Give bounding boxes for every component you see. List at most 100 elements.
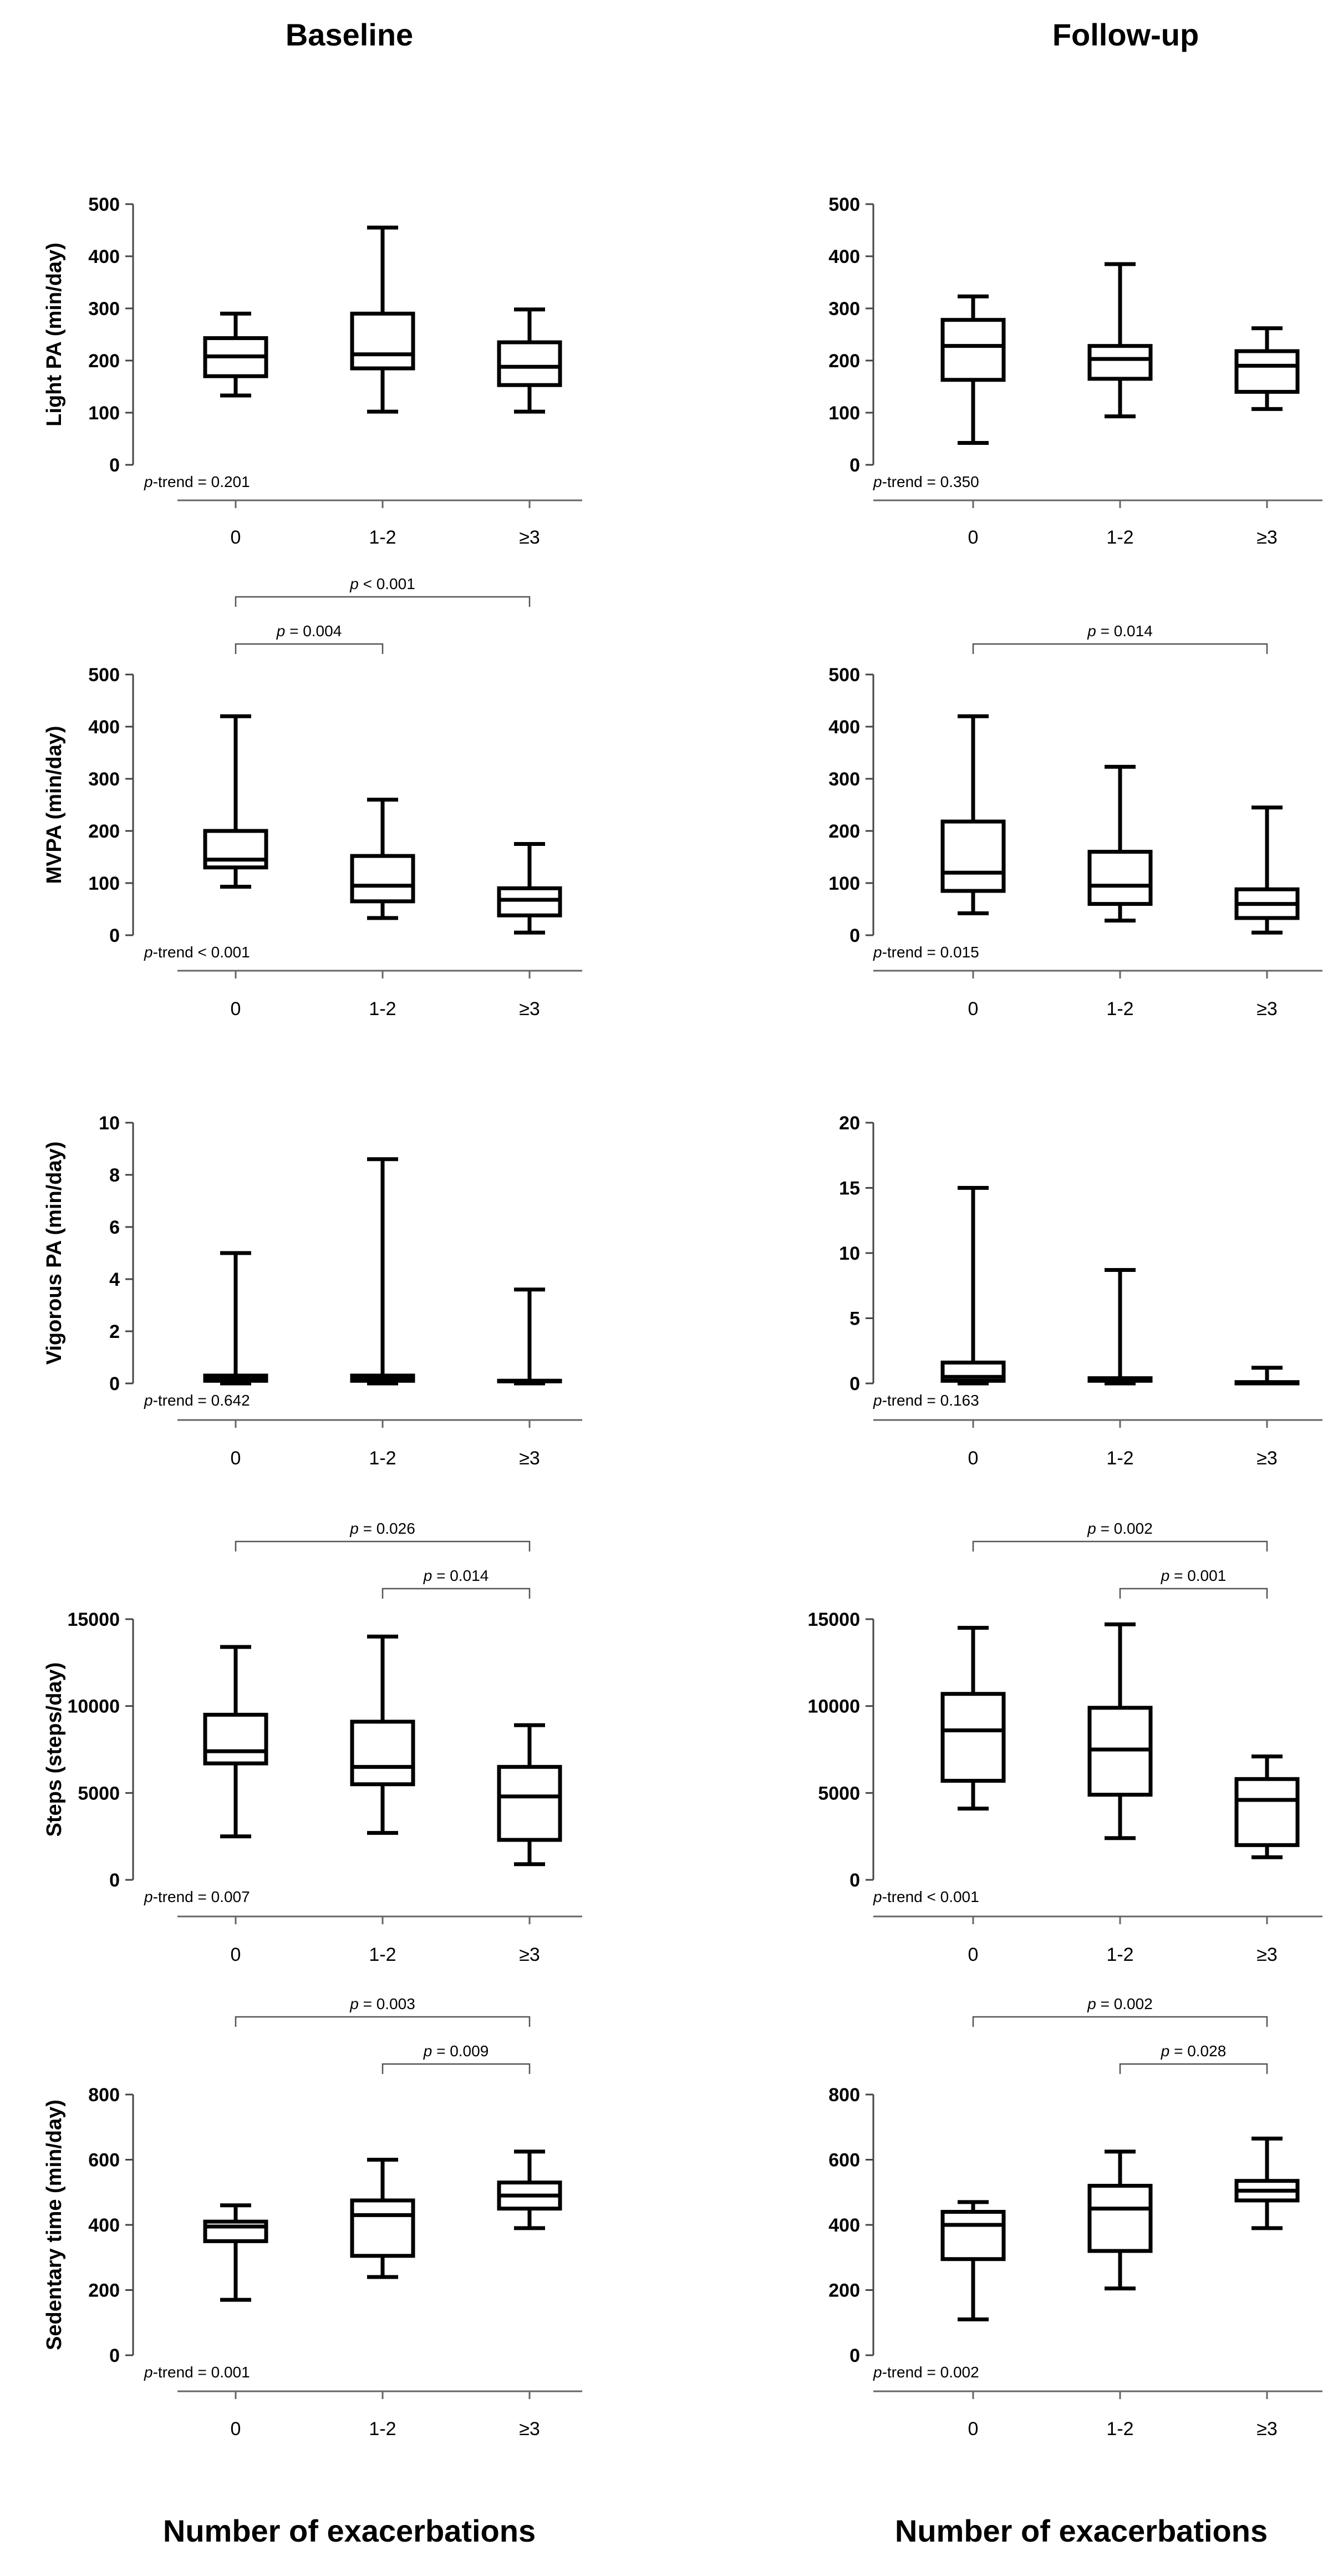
- bracket-p-label: p = 0.002: [1087, 1995, 1153, 2012]
- p-value: = 0.002: [1096, 1995, 1153, 2012]
- significance-bracket: p = 0.002: [972, 1520, 1268, 1551]
- p-trend-label: p-trend = 0.015: [873, 944, 979, 961]
- y-tick-label: 400: [828, 717, 860, 738]
- chart-sed-baseline: 0 200 400 600 800 Sedentary time (min/day) 0 1-…: [43, 1995, 582, 2440]
- box-≥3: [497, 2149, 562, 2230]
- significance-bracket: p < 0.001: [235, 575, 531, 607]
- category-label: 1-2: [1106, 1944, 1133, 1965]
- y-axis-label: Vigorous PA (min/day): [43, 1142, 66, 1365]
- chart-vig-followup: 0 5 10 15 20 0 1-2 ≥3 p-trend = 0.163: [839, 1113, 1322, 1469]
- p-trend-label: p-trend < 0.001: [873, 1888, 979, 1905]
- box-1-2: [350, 1157, 415, 1386]
- p-trend-value: -trend = 0.350: [882, 473, 979, 490]
- significance-bracket: p = 0.002: [972, 1995, 1268, 2027]
- box-1-2: [350, 798, 415, 920]
- p-symbol: p: [1087, 1520, 1096, 1537]
- category-label: ≥3: [519, 1944, 540, 1965]
- y-tick-label: 300: [88, 769, 120, 790]
- box-0: [940, 1186, 1006, 1386]
- box-iqr: [203, 1712, 268, 1766]
- y-tick-label: 0: [849, 925, 860, 946]
- p-symbol: p: [1161, 1567, 1170, 1584]
- bracket-line: [972, 643, 1268, 654]
- p-symbol: p: [873, 1392, 882, 1409]
- category-label: 1-2: [1106, 2418, 1133, 2440]
- box-1-2: [350, 1634, 415, 1835]
- category-label: 1-2: [369, 1448, 396, 1469]
- y-tick-label: 800: [828, 2085, 860, 2106]
- bracket-p-label: p = 0.003: [349, 1995, 415, 2012]
- category-label: 0: [968, 1448, 979, 1469]
- p-trend-value: -trend = 0.002: [882, 2364, 979, 2381]
- category-label: 0: [968, 998, 979, 1020]
- box-iqr: [1087, 850, 1153, 906]
- p-symbol: p: [276, 622, 286, 640]
- p-symbol: p: [144, 473, 153, 490]
- y-tick-label: 400: [828, 246, 860, 267]
- box-1-2: [1087, 1268, 1153, 1386]
- y-tick-label: 8: [109, 1165, 120, 1186]
- bracket-line: [381, 2063, 531, 2074]
- bracket-p-label: p = 0.001: [1161, 1567, 1227, 1584]
- p-symbol: p: [144, 2364, 153, 2381]
- chart-vig-baseline: 0 2 4 6 8 10 Vigorous PA (min/day) 0 1-2 ≥3 p-tren…: [43, 1113, 582, 1469]
- box-iqr: [350, 854, 415, 904]
- y-tick-label: 0: [109, 925, 120, 946]
- bracket-line: [1119, 2063, 1268, 2074]
- y-tick-label: 500: [828, 194, 860, 215]
- category-label: 1-2: [369, 1944, 396, 1965]
- p-trend-label: p-trend = 0.350: [873, 473, 979, 490]
- p-trend-label: p-trend = 0.002: [873, 2364, 979, 2381]
- category-label: 0: [231, 1448, 241, 1469]
- box-iqr: [497, 886, 562, 917]
- box-iqr: [497, 340, 562, 387]
- category-label: 1-2: [369, 2418, 396, 2440]
- bracket-p-label: p = 0.014: [1087, 622, 1153, 640]
- y-tick-label: 400: [88, 717, 120, 738]
- y-tick-label: 300: [828, 298, 860, 320]
- p-value: = 0.014: [1096, 622, 1153, 640]
- box-0: [940, 2200, 1006, 2321]
- y-tick-label: 100: [828, 403, 860, 424]
- y-tick-label: 500: [88, 665, 120, 686]
- p-trend-label: p-trend < 0.001: [144, 944, 250, 961]
- box-0: [940, 714, 1006, 916]
- p-symbol: p: [1087, 622, 1096, 640]
- category-label: ≥3: [1256, 527, 1278, 548]
- box-≥3: [1234, 1366, 1300, 1386]
- box-iqr: [350, 2198, 415, 2258]
- box-≥3: [497, 1287, 562, 1386]
- p-symbol: p: [873, 2364, 882, 2381]
- p-symbol: p: [144, 944, 153, 961]
- box-0: [203, 714, 268, 889]
- y-tick-label: 200: [88, 351, 120, 372]
- box-iqr: [940, 318, 1006, 382]
- p-value: = 0.026: [359, 1520, 415, 1537]
- p-trend-label: p-trend = 0.201: [144, 473, 250, 490]
- box-0: [940, 1626, 1006, 1811]
- y-tick-label: 2: [109, 1321, 120, 1342]
- bracket-line: [972, 2016, 1268, 2027]
- p-trend-label: p-trend = 0.007: [144, 1888, 250, 1905]
- p-value: = 0.009: [432, 2042, 489, 2060]
- p-trend-value: -trend = 0.201: [153, 473, 250, 490]
- y-axis-label: Light PA (min/day): [43, 242, 66, 426]
- chart-light-followup: 0 100 200 300 400 500 0 1-2 ≥3 p-trend = 0.350: [828, 194, 1322, 548]
- box-iqr: [940, 819, 1006, 893]
- p-symbol: p: [1161, 2042, 1170, 2060]
- y-tick-label: 0: [849, 1373, 860, 1395]
- y-tick-label: 400: [828, 2215, 860, 2236]
- category-label: 0: [231, 998, 241, 1020]
- box-1-2: [350, 2158, 415, 2279]
- category-label: 1-2: [1106, 1448, 1133, 1469]
- p-symbol: p: [349, 575, 359, 592]
- y-tick-label: 0: [849, 455, 860, 476]
- p-value: = 0.001: [1169, 1567, 1226, 1584]
- y-tick-label: 600: [88, 2150, 120, 2171]
- bracket-line: [235, 2016, 531, 2027]
